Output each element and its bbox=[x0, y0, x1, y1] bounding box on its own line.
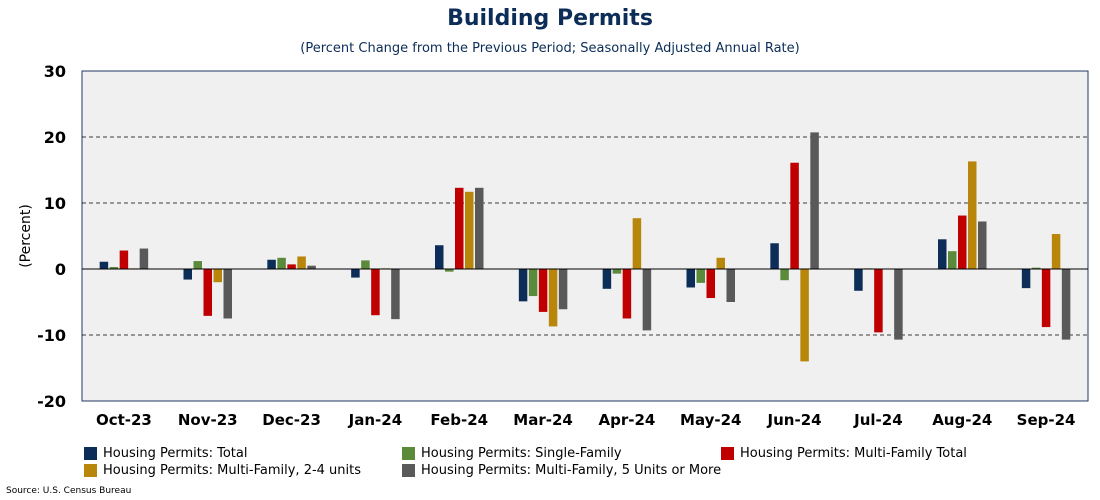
bar-five_plus bbox=[139, 248, 149, 269]
x-tick-label: Jul-24 bbox=[853, 411, 903, 429]
chart-legend: Housing Permits: Total Housing Permits: S… bbox=[84, 446, 1084, 482]
x-tick-label: Jan-24 bbox=[348, 411, 402, 429]
bar-two_to_four bbox=[632, 218, 642, 269]
bar-two_to_four bbox=[297, 256, 306, 269]
bar-total bbox=[518, 269, 528, 302]
bar-five_plus bbox=[475, 187, 484, 269]
bar-five_plus bbox=[391, 269, 400, 320]
bar-multi_family_total bbox=[622, 269, 632, 319]
bar-five_plus bbox=[223, 269, 232, 319]
plot-area bbox=[81, 70, 1089, 402]
bar-five_plus bbox=[558, 269, 568, 310]
y-tick-label: 20 bbox=[44, 128, 66, 147]
bar-single_family bbox=[109, 267, 119, 269]
bar-total bbox=[1021, 269, 1031, 289]
bar-single_family bbox=[780, 269, 789, 281]
y-tick-label: 30 bbox=[44, 62, 66, 81]
legend-item: Housing Permits: Single-Family bbox=[402, 446, 622, 461]
x-tick-label: Apr-24 bbox=[598, 411, 655, 429]
bar-total bbox=[854, 269, 863, 291]
bar-five_plus bbox=[726, 269, 735, 302]
bar-multi_family_total bbox=[958, 215, 967, 269]
bar-two_to_four bbox=[716, 257, 725, 269]
x-tick-label: Oct-23 bbox=[96, 411, 152, 429]
bar-five_plus bbox=[894, 269, 903, 340]
bar-single_family bbox=[445, 269, 454, 272]
bar-single_family bbox=[193, 261, 202, 269]
bar-five_plus bbox=[642, 269, 652, 331]
bar-single_family bbox=[277, 257, 286, 269]
bar-total bbox=[602, 269, 612, 289]
x-tick-label: May-24 bbox=[680, 411, 741, 429]
bar-single_family bbox=[948, 251, 957, 269]
bar-multi_family_total bbox=[538, 269, 548, 312]
bar-two_to_four bbox=[800, 269, 809, 362]
x-tick-label: Dec-23 bbox=[262, 411, 321, 429]
bar-total bbox=[435, 245, 444, 269]
x-tick-label: Nov-23 bbox=[178, 411, 238, 429]
y-tick-label: 10 bbox=[44, 194, 66, 213]
legend-label: Housing Permits: Multi-Family, 2-4 units bbox=[103, 463, 362, 478]
legend-item: Housing Permits: Multi-Family Total bbox=[721, 446, 967, 461]
bar-two_to_four bbox=[968, 161, 977, 269]
legend-item: Housing Permits: Multi-Family, 2-4 units bbox=[84, 463, 361, 478]
bar-multi_family_total bbox=[203, 269, 212, 316]
y-tick-label: -20 bbox=[37, 392, 66, 411]
bar-five_plus bbox=[1061, 269, 1071, 340]
bar-single_family bbox=[696, 269, 705, 283]
x-tick-label: Jun-24 bbox=[767, 411, 822, 429]
source-note: Source: U.S. Census Bureau bbox=[6, 486, 132, 496]
bar-total bbox=[686, 269, 695, 288]
legend-swatch bbox=[402, 464, 415, 477]
chart-subtitle: (Percent Change from the Previous Period… bbox=[300, 41, 800, 56]
bar-multi_family_total bbox=[874, 269, 883, 333]
bar-multi_family_total bbox=[287, 264, 296, 269]
bar-two_to_four bbox=[213, 269, 222, 283]
y-axis-label: (Percent) bbox=[18, 204, 34, 268]
bar-two_to_four bbox=[465, 191, 474, 269]
bar-multi_family_total bbox=[455, 187, 464, 269]
x-tick-label: Mar-24 bbox=[513, 411, 573, 429]
legend-label: Housing Permits: Multi-Family, 5 Units o… bbox=[421, 463, 722, 478]
bar-two_to_four bbox=[548, 269, 558, 327]
y-tick-label: 0 bbox=[55, 260, 66, 279]
bar-multi_family_total bbox=[119, 250, 129, 269]
bar-total bbox=[183, 269, 192, 280]
legend-item: Housing Permits: Total bbox=[84, 446, 248, 461]
bar-single_family bbox=[1031, 267, 1041, 269]
legend-label: Housing Permits: Multi-Family Total bbox=[740, 446, 967, 461]
bar-two_to_four bbox=[1051, 234, 1061, 269]
bar-five_plus bbox=[810, 132, 819, 269]
y-tick-label: -10 bbox=[37, 326, 66, 345]
x-tick-label: Sep-24 bbox=[1017, 411, 1076, 429]
bar-total bbox=[938, 239, 947, 269]
bar-single_family bbox=[612, 269, 622, 274]
bar-multi_family_total bbox=[371, 269, 380, 316]
x-tick-label: Feb-24 bbox=[430, 411, 488, 429]
legend-swatch bbox=[84, 447, 97, 460]
bar-total bbox=[267, 259, 276, 269]
bar-total bbox=[99, 261, 109, 269]
legend-label: Housing Permits: Single-Family bbox=[421, 446, 622, 461]
legend-swatch bbox=[84, 464, 97, 477]
bar-total bbox=[351, 269, 360, 278]
legend-swatch bbox=[721, 447, 734, 460]
bar-five_plus bbox=[978, 221, 987, 269]
legend-swatch bbox=[402, 447, 415, 460]
bar-single_family bbox=[528, 269, 538, 297]
bar-multi_family_total bbox=[790, 162, 799, 269]
bar-five_plus bbox=[307, 265, 316, 269]
bar-multi_family_total bbox=[1041, 269, 1051, 328]
chart-title: Building Permits bbox=[447, 6, 653, 31]
legend-item: Housing Permits: Multi-Family, 5 Units o… bbox=[402, 463, 721, 478]
bar-single_family bbox=[361, 260, 370, 269]
bar-total bbox=[770, 243, 779, 269]
legend-label: Housing Permits: Total bbox=[103, 446, 248, 461]
bar-multi_family_total bbox=[706, 269, 715, 299]
x-tick-label: Aug-24 bbox=[932, 411, 992, 429]
